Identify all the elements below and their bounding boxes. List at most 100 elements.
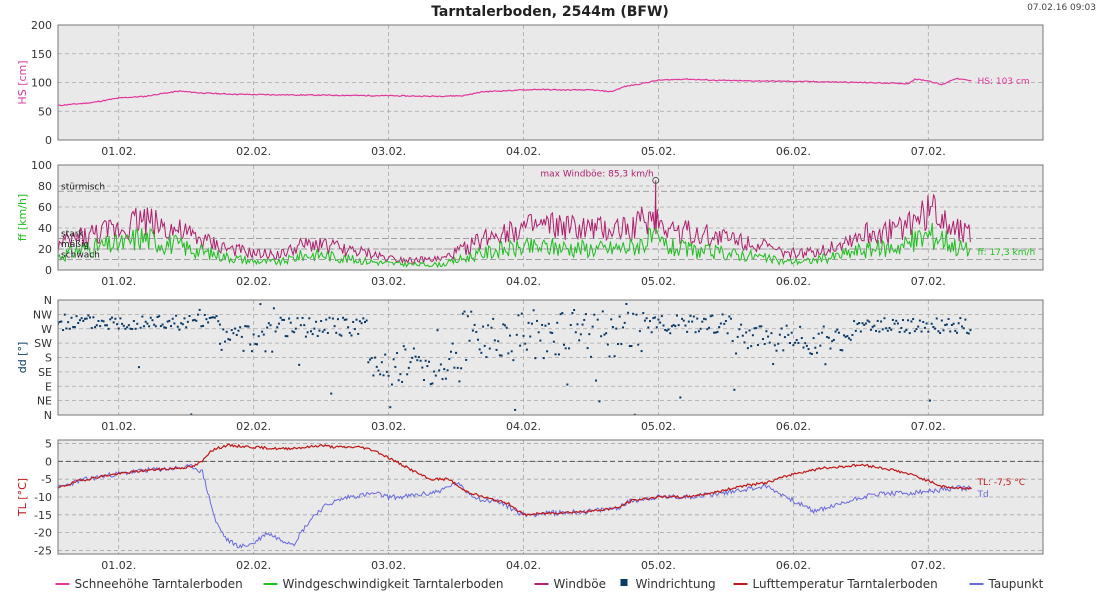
wind-direction-point xyxy=(151,319,154,322)
wind-direction-point xyxy=(116,323,119,326)
wind-direction-point xyxy=(748,329,751,332)
wind-direction-point xyxy=(438,369,441,372)
y-axis-label: ff [km/h] xyxy=(16,194,29,241)
wind-direction-point xyxy=(787,333,790,336)
wind-direction-point xyxy=(107,327,110,330)
wind-direction-point xyxy=(616,343,619,346)
wind-direction-point xyxy=(176,325,179,328)
wind-direction-point xyxy=(627,311,630,314)
wind-direction-point xyxy=(552,340,555,343)
wind-direction-point xyxy=(952,322,955,325)
legend-item: Schneehöhe Tarntalerboden xyxy=(55,577,243,591)
wind-direction-point xyxy=(760,325,763,328)
wind-direction-point xyxy=(643,319,646,322)
wind-direction-point xyxy=(434,374,437,377)
wind-direction-point xyxy=(185,326,188,329)
wind-direction-point xyxy=(758,325,761,328)
wind-direction-point xyxy=(578,339,581,342)
wind-direction-point xyxy=(336,318,339,321)
wind-direction-point xyxy=(670,325,673,328)
wind-direction-point xyxy=(230,329,233,332)
wind-direction-point xyxy=(299,324,302,327)
wind-direction-point xyxy=(640,350,643,353)
wind-direction-point xyxy=(315,320,318,323)
wind-direction-point xyxy=(414,355,417,358)
wind-direction-point xyxy=(709,315,712,318)
legend-item: Windrichtung xyxy=(620,577,716,591)
wind-direction-point xyxy=(679,396,682,399)
wind-direction-point xyxy=(279,316,282,319)
wind-direction-point xyxy=(382,374,385,377)
wind-direction-point xyxy=(306,331,309,334)
wind-direction-point xyxy=(350,334,353,337)
y-tick-label: 150 xyxy=(31,48,52,61)
wind-direction-point xyxy=(907,319,910,322)
wind-direction-point xyxy=(605,332,608,335)
wind-direction-point xyxy=(913,330,916,333)
wind-direction-point xyxy=(537,331,540,334)
wind-direction-point xyxy=(473,323,476,326)
panel-border xyxy=(57,439,1044,555)
wind-direction-point xyxy=(429,383,432,386)
wind-direction-point xyxy=(831,340,834,343)
wind-direction-point xyxy=(362,317,365,320)
wind-direction-point xyxy=(347,326,350,329)
wind-direction-point xyxy=(309,330,312,333)
wind-direction-point xyxy=(480,351,483,354)
wind-direction-point xyxy=(271,350,274,353)
wind-direction-point xyxy=(441,378,444,381)
wind-direction-point xyxy=(264,350,267,353)
wind-direction-point xyxy=(650,331,653,334)
y-tick-label: SE xyxy=(38,366,52,379)
wind-direction-point xyxy=(144,320,147,323)
wind-direction-point xyxy=(239,326,242,329)
wind-direction-point xyxy=(389,406,392,409)
wind-direction-point xyxy=(303,324,306,327)
wind-direction-point xyxy=(417,356,420,359)
wind-direction-point xyxy=(536,319,539,322)
wind-direction-point xyxy=(589,355,592,358)
wind-direction-point xyxy=(394,365,397,368)
wind-direction-point xyxy=(576,323,579,326)
y-tick-label: -5 xyxy=(41,473,52,486)
legend-label: Windrichtung xyxy=(636,577,716,591)
wind-direction-point xyxy=(551,331,554,334)
wind-direction-point xyxy=(755,327,758,330)
y-tick-label: 0 xyxy=(45,264,52,277)
wind-direction-point xyxy=(416,359,419,362)
wind-direction-point xyxy=(471,329,474,332)
air-temperature-line xyxy=(58,443,972,517)
wind-direction-point xyxy=(519,344,522,347)
wind-direction-point xyxy=(449,350,452,353)
wind-direction-point xyxy=(353,328,356,331)
wind-direction-point xyxy=(488,347,491,350)
wind-direction-point xyxy=(890,328,893,331)
wind-direction-point xyxy=(756,343,759,346)
panel-border xyxy=(57,299,1044,416)
wind-direction-point xyxy=(249,343,252,346)
wind-direction-point xyxy=(848,337,851,340)
wind-direction-point xyxy=(566,383,569,386)
x-tick-label: 06.02. xyxy=(776,420,811,433)
wind-direction-point xyxy=(83,317,86,320)
wind-direction-point xyxy=(90,327,93,330)
y-tick-label: E xyxy=(45,380,52,393)
wind-direction-point xyxy=(277,322,280,325)
wind-direction-point xyxy=(478,348,481,351)
wind-direction-point xyxy=(498,354,501,357)
wind-direction-point xyxy=(159,325,162,328)
wind-direction-point xyxy=(753,327,756,330)
wind-direction-point xyxy=(912,317,915,320)
wind-direction-point xyxy=(896,322,899,325)
wind-direction-point xyxy=(242,349,245,352)
x-tick-label: 05.02. xyxy=(641,420,676,433)
wind-direction-point xyxy=(100,319,103,322)
wind-direction-point xyxy=(63,313,66,316)
wind-direction-point xyxy=(967,332,970,335)
wind-direction-point xyxy=(60,320,63,323)
wind-direction-point xyxy=(218,323,221,326)
wind-direction-point xyxy=(232,332,235,335)
wind-direction-point xyxy=(733,388,736,391)
wind-direction-point xyxy=(110,316,113,319)
wind-direction-point xyxy=(691,320,694,323)
